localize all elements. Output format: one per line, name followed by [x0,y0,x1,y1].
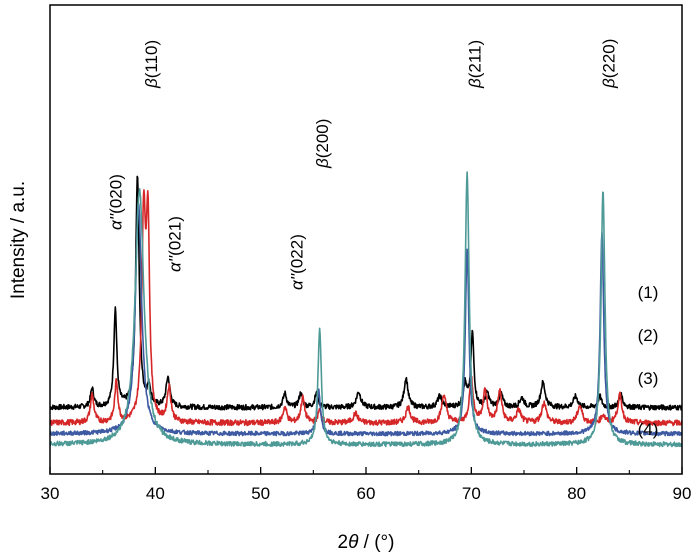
peak-label: β(220) [599,39,618,89]
peak-label: β(110) [142,40,161,89]
y-axis-title: Intensity / a.u. [8,181,29,299]
x-tick-label: 90 [673,484,692,503]
x-tick-label: 80 [567,484,586,503]
peak-label: β(211) [465,40,484,89]
series-label: (4) [638,420,659,439]
x-axis: 30 40 50 60 70 80 90 [41,467,692,503]
x-tick-label: 70 [462,484,481,503]
x-tick-label: 40 [146,484,165,503]
x-tick-label: 30 [41,484,60,503]
x-tick-label: 60 [357,484,376,503]
series-line-4 [50,171,682,448]
series-label: (3) [638,369,659,388]
series-label: (2) [638,326,659,345]
peak-label: β(200) [313,119,332,169]
series-group [50,171,682,448]
peak-label: α''(021) [165,216,184,272]
peak-label: α''(022) [287,234,306,290]
series-line-2 [50,189,682,427]
peak-annotations: α''(020) β(110) α''(021) α''(022) β(200) β(21… [106,39,618,290]
x-axis-title: 2θ / (°) [338,532,395,553]
x-tick-label: 50 [251,484,270,503]
peak-label: α''(020) [106,174,125,230]
series-label: (1) [638,283,659,302]
series-labels: (1) (2) (3) (4) [638,283,659,439]
